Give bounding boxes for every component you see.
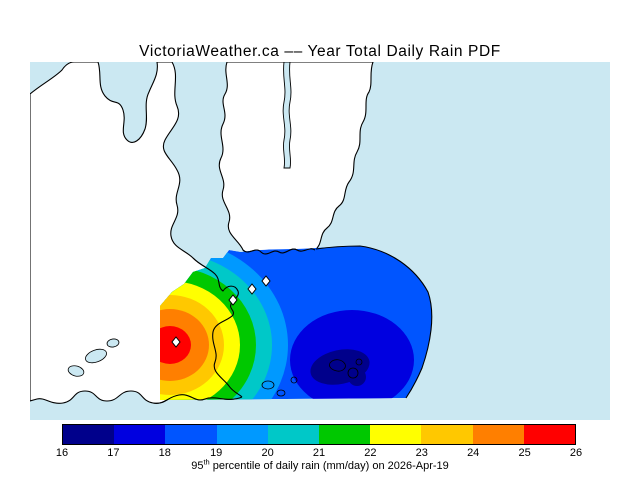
contour-band-16-17 (348, 368, 366, 386)
contour-line (329, 359, 346, 372)
colorbar-segment (370, 425, 422, 444)
colorbar-tick-label: 25 (518, 447, 531, 459)
island-outline (290, 376, 298, 384)
saanich-inlet (282, 62, 292, 169)
colorbar-tick-label: 24 (467, 447, 480, 459)
colorbar-tick-label: 22 (364, 447, 377, 459)
coastline (315, 245, 433, 399)
colorbar-caption: 95th percentile of daily rain (mm/day) o… (0, 457, 640, 472)
colorbar-ticks: 16 17 18 19 20 21 22 23 24 25 26 (56, 447, 582, 460)
coastline (192, 257, 243, 398)
colorbar-segment (472, 425, 524, 444)
plot-title: VictoriaWeather.ca –– Year Total Daily R… (139, 43, 501, 60)
caption-text: percentile of daily rain (mm/day) on 202… (209, 460, 449, 472)
colorbar-segment (63, 425, 115, 444)
station-marker-diamond[interactable] (171, 336, 181, 348)
island-outline (276, 389, 286, 397)
lakes (67, 338, 120, 377)
lake (85, 348, 107, 364)
caption-ordinal: th (203, 457, 210, 467)
coastline (152, 394, 243, 404)
lake (67, 365, 85, 377)
colorbar-tick-label: 19 (210, 447, 223, 459)
colorbar (62, 424, 576, 445)
colorbar-segment (114, 425, 166, 444)
colorbar-tick-label: 20 (261, 447, 274, 459)
colorbar-tick-label: 23 (415, 447, 428, 459)
coastline (242, 248, 316, 255)
contour-line (355, 358, 363, 366)
caption-value: 95 (191, 460, 204, 472)
coastline-overlay (152, 245, 433, 404)
station-marker-diamond[interactable] (247, 283, 257, 295)
colorbar-tick-label: 16 (55, 447, 69, 459)
colorbar-segment (267, 425, 320, 444)
colorbar-segment (523, 425, 576, 444)
colorbar-segment (421, 425, 473, 444)
contour-band-25-26 (160, 326, 191, 364)
station-marker-diamond[interactable] (228, 294, 238, 306)
colorbar-tick-label: 18 (158, 447, 171, 459)
island-outlines (261, 358, 363, 397)
colorbar-segment (319, 425, 371, 444)
contour-field (160, 246, 432, 400)
colorbar-segment (216, 425, 268, 444)
island-outline (261, 380, 275, 390)
lake (106, 338, 120, 348)
station-marker-diamond[interactable] (261, 275, 271, 287)
contour-line (347, 367, 359, 379)
colorbar-tick-label: 17 (107, 447, 120, 459)
colorbar-tick-label: 21 (312, 447, 326, 459)
station-markers (171, 275, 271, 348)
colorbar-segment (165, 425, 217, 444)
colorbar-tick-label: 26 (569, 447, 583, 459)
